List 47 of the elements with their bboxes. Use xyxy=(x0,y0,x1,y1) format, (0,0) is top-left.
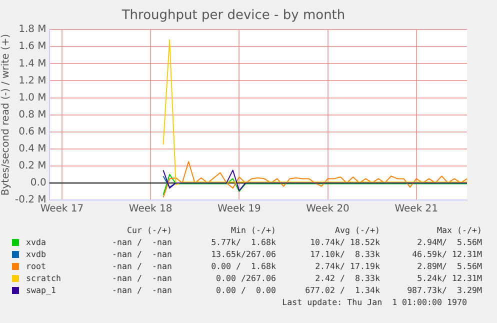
legend-label: xvda xyxy=(26,236,46,248)
x-tick-label: Week 19 xyxy=(218,204,261,215)
text: -nan / -nan xyxy=(112,248,172,260)
text: 10.74k/ 18.52k xyxy=(310,236,380,248)
text: 677.02 / 1.34k xyxy=(305,284,380,296)
text: 0.00 /267.06 xyxy=(216,272,276,284)
y-tick-label: 1.6 M xyxy=(18,41,46,52)
y-tick-label: 1.0 M xyxy=(18,92,46,104)
x-tick-label: Week 21 xyxy=(394,204,438,215)
chart-title: Throughput per device - by month xyxy=(120,8,346,24)
text: 2.89M/ 5.56M xyxy=(417,260,482,272)
text: Max (-/+) xyxy=(437,224,482,236)
x-tick-label: Week 20 xyxy=(306,204,350,215)
text: -nan / -nan xyxy=(112,260,172,272)
text: 0.00 / 1.68k xyxy=(211,260,276,272)
text: -nan / -nan xyxy=(112,236,172,248)
text: 5.24k/ 12.31M xyxy=(417,272,482,284)
text: 5.77k/ 1.68k xyxy=(211,236,276,248)
text: Last update: Thu Jan 1 01:00:00 1970 xyxy=(282,296,467,308)
legend-label: root xyxy=(26,260,46,272)
text: 2.94M/ 5.56M xyxy=(417,236,482,248)
text: 46.59k/ 12.31M xyxy=(412,248,482,260)
y-tick-label: 0.4 M xyxy=(18,143,46,154)
text: -nan / -nan xyxy=(112,284,172,296)
legend-label: swap_1 xyxy=(26,284,56,296)
text: 2.42 / 8.33k xyxy=(315,272,380,284)
y-tick-label: 0.0 xyxy=(30,178,46,189)
x-tick-label: Week 18 xyxy=(128,204,172,215)
text: Min (-/+) xyxy=(231,224,276,236)
legend-label: scratch xyxy=(26,272,61,284)
text: 13.65k/267.06 xyxy=(211,248,276,260)
y-axis-title: Bytes/second read (-) / write (+) xyxy=(0,34,12,196)
y-tick-label: 0.2 M xyxy=(18,160,46,172)
text: Cur (-/+) xyxy=(127,224,172,236)
legend-label: xvdb xyxy=(26,248,46,260)
y-tick-label: 1.2 M xyxy=(18,75,46,86)
x-tick-label: Week 17 xyxy=(40,204,84,215)
text: -nan / -nan xyxy=(112,272,172,284)
text: Avg (-/+) xyxy=(335,224,380,236)
text: 17.10k/ 8.33k xyxy=(310,248,380,260)
text: 0.00 / 0.00 xyxy=(216,284,276,296)
y-tick-label: 1.4 M xyxy=(18,58,46,70)
text: 2.74k/ 17.19k xyxy=(315,260,380,272)
y-tick-label: 0.6 M xyxy=(18,126,46,138)
y-tick-label: 0.8 M xyxy=(18,109,46,120)
y-tick-label: 1.8 M xyxy=(18,24,46,36)
text: 987.73k/ 3.29M xyxy=(407,284,482,296)
